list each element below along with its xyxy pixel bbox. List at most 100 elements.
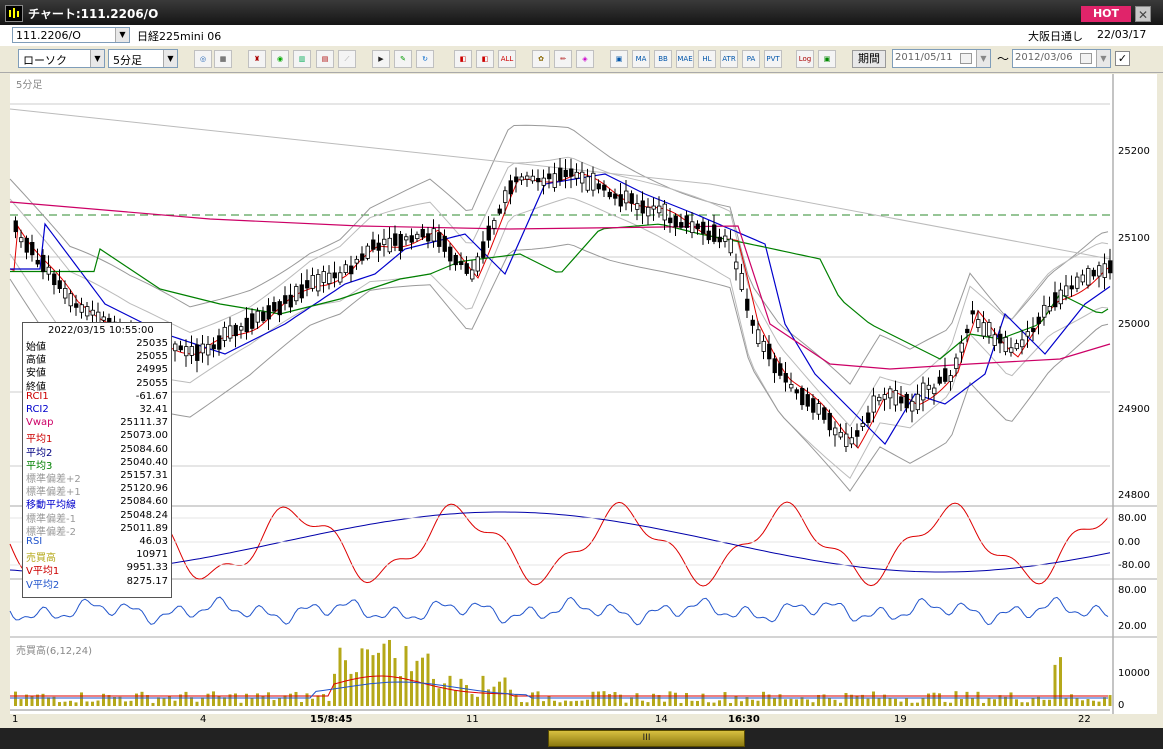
close-icon[interactable]: ✕ [1135, 6, 1151, 22]
calendar-icon[interactable] [1080, 53, 1092, 64]
log-button[interactable]: PVT [764, 50, 782, 68]
save-button[interactable]: Log [796, 50, 814, 68]
volume-bar [228, 694, 232, 706]
volume-bar [124, 701, 127, 706]
data-panel-label: 標準偏差+2 [26, 474, 81, 485]
volume-bar [107, 695, 111, 706]
volume-bar [316, 695, 320, 706]
line-button[interactable]: ⟋ [338, 50, 356, 68]
settings-button[interactable]: ALL [498, 50, 516, 68]
chart-type-select[interactable]: ローソク ▼ [18, 49, 105, 68]
interval-select[interactable]: 5分足 ▼ [108, 49, 178, 68]
candle-body [514, 176, 519, 183]
data-panel-row: 標準偏差-2 25011.89 [26, 522, 168, 538]
volume-bar [861, 694, 864, 706]
candle-body [904, 393, 909, 409]
trend-button[interactable]: ▤ [316, 50, 334, 68]
candle-body [591, 172, 596, 191]
volume-bar [25, 694, 28, 706]
volume-bar [536, 691, 540, 706]
ma-button[interactable]: ▣ [610, 50, 628, 68]
bb-button[interactable]: MA [632, 50, 650, 68]
horizontal-scrollbar[interactable]: III [0, 728, 1163, 749]
scroll-thumb[interactable]: III [548, 730, 745, 747]
bar-button[interactable]: ▥ [293, 50, 311, 68]
candle-body [646, 206, 651, 217]
calendar-icon[interactable] [960, 53, 972, 64]
volume-bar [1075, 698, 1079, 706]
chart-area[interactable]: 25200 25100 25000 24900 24800 5分足 80.00 0.00 -80… [9, 74, 1157, 725]
volume-bar [289, 693, 292, 706]
data-panel-value: 25011.89 [120, 522, 168, 534]
volume-bar [245, 693, 248, 706]
candle-body [899, 396, 904, 404]
candle-body [387, 237, 392, 253]
volume-bar [256, 693, 259, 706]
color-button[interactable]: ✏ [554, 50, 572, 68]
volume-bar [129, 700, 133, 706]
chevron-down-icon[interactable]: ▼ [976, 50, 990, 67]
erase-button[interactable]: ◧ [454, 50, 472, 68]
erase-all-button[interactable]: ◧ [476, 50, 494, 68]
chevron-down-icon[interactable]: ▼ [115, 28, 129, 42]
candle-body [338, 272, 343, 283]
hot-button[interactable]: HOT [1081, 6, 1131, 22]
candle-body [882, 394, 887, 400]
x-tick-label: 4 [200, 714, 206, 725]
hl-button[interactable]: MAE [676, 50, 694, 68]
volume-bar [866, 698, 870, 706]
data-panel-label: 安値 [26, 368, 46, 380]
volume-bar [1053, 664, 1057, 706]
indicator-button[interactable]: ◈ [576, 50, 594, 68]
candle-body [393, 233, 398, 246]
volume-bar [459, 678, 463, 706]
price-tick-label: 25200 [1118, 146, 1150, 157]
candle-body [371, 239, 376, 250]
compare-button[interactable]: ♜ [248, 50, 266, 68]
draw-button[interactable]: ✎ [394, 50, 412, 68]
data-panel-value: 25111.37 [120, 417, 168, 429]
candle-body [431, 228, 436, 242]
candle-body [618, 194, 623, 207]
volume-bar [492, 686, 496, 706]
atr-button[interactable]: HL [698, 50, 716, 68]
candle-body [569, 168, 574, 177]
pointer-button[interactable]: ▶ [372, 50, 390, 68]
chart-type-value: ローソク [23, 54, 67, 67]
zoom-button[interactable]: ◉ [271, 50, 289, 68]
tool-button[interactable]: ▣ [818, 50, 836, 68]
tools-button[interactable]: ✿ [532, 50, 550, 68]
volume-bar [36, 694, 39, 706]
date-to-field[interactable]: 2012/03/06 ▼ [1012, 49, 1111, 68]
date-from-field[interactable]: 2011/05/11 ▼ [892, 49, 991, 68]
candle-body [409, 235, 414, 243]
volume-bar [311, 698, 314, 706]
candle-body [651, 205, 656, 210]
candle-body [629, 193, 634, 204]
data-panel-row: 高値 25055 [26, 351, 168, 366]
volume-bar [371, 655, 375, 706]
volume-bar [476, 696, 479, 706]
volume-bar [1103, 697, 1106, 706]
chart-canvas[interactable]: 25200 25100 25000 24900 24800 5分足 80.00 0.00 -80… [9, 74, 1157, 734]
redo-button[interactable]: ↻ [416, 50, 434, 68]
candle-body [459, 261, 464, 266]
chevron-down-icon[interactable]: ▼ [90, 50, 104, 67]
candle-body [668, 217, 673, 224]
volume-bar [586, 699, 589, 706]
chevron-down-icon[interactable]: ▼ [163, 50, 177, 67]
pvt-button[interactable]: PA [742, 50, 760, 68]
volume-bar [723, 692, 727, 706]
data-panel-label: Vwap [26, 417, 54, 429]
symbol-name: 日経225mini 06 [137, 30, 222, 43]
chevron-down-icon[interactable]: ▼ [1096, 50, 1110, 67]
long-trend-line [9, 108, 1111, 260]
para-button[interactable]: ATR [720, 50, 738, 68]
period-checkbox[interactable]: ✓ [1115, 51, 1130, 66]
title-bar[interactable]: チャート:111.2206/O HOT ✕ [0, 0, 1163, 25]
symbol-select[interactable]: 111.2206/O ▼ [12, 27, 130, 43]
cursor-button[interactable]: ▦ [214, 50, 232, 68]
search-button[interactable]: ◎ [194, 50, 212, 68]
candle-body [85, 306, 90, 317]
mae-button[interactable]: BB [654, 50, 672, 68]
